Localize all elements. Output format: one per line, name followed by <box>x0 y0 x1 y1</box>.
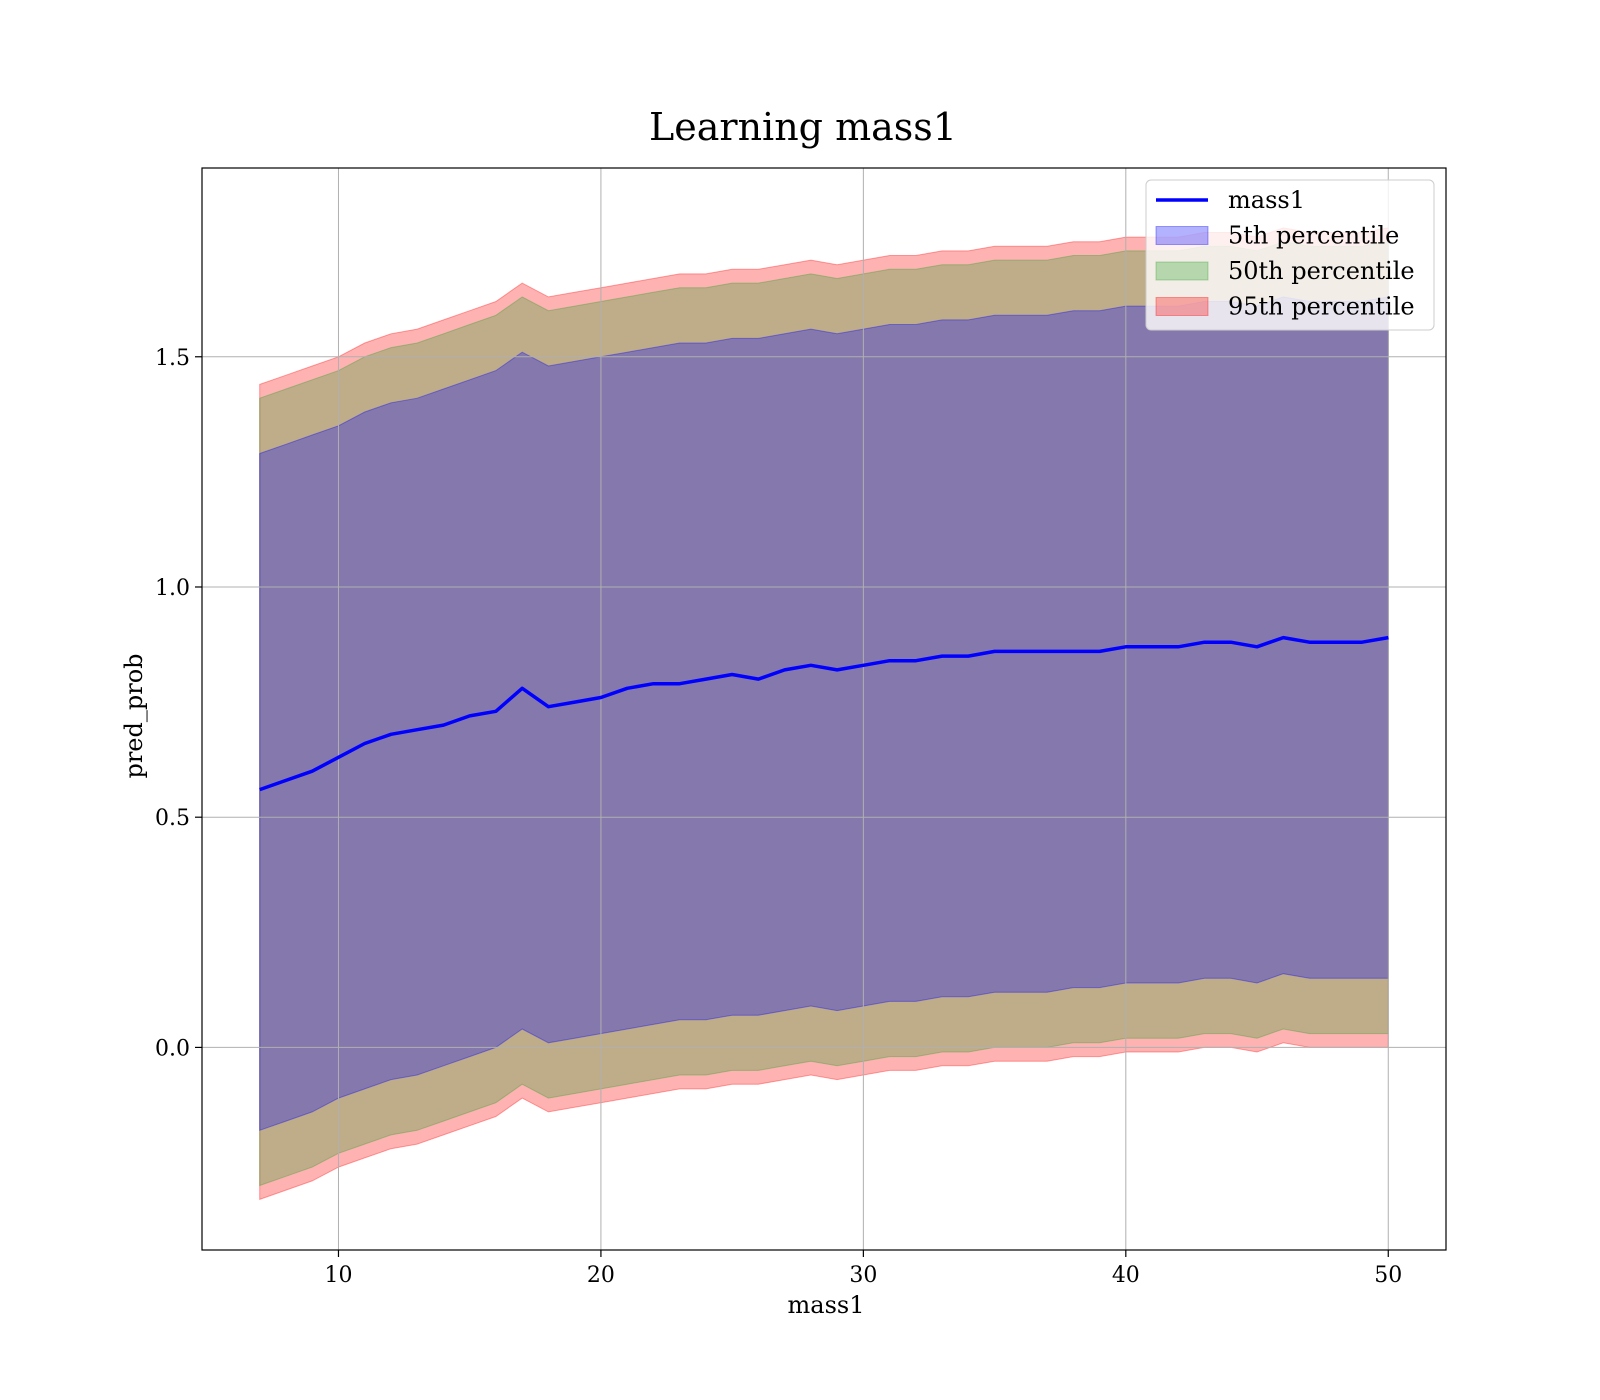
grid-lines <box>202 168 1446 1250</box>
x-axis-ticks: 10 20 30 40 50 <box>324 1250 1402 1288</box>
y-axis-label: pred_prob <box>120 653 148 778</box>
percentile-bands <box>259 227 1389 1201</box>
y-tick-label: 0.0 <box>155 1036 190 1061</box>
y-tick-label: 0.5 <box>155 806 190 831</box>
chart-title: Learning mass1 <box>649 105 957 149</box>
legend-swatch-50th-percentile <box>1155 261 1209 281</box>
x-tick-label: 50 <box>1374 1263 1402 1288</box>
y-tick-label: 1.5 <box>155 346 190 371</box>
legend-swatch-95th-percentile <box>1155 297 1209 316</box>
x-tick-label: 10 <box>324 1263 352 1288</box>
mass1-line-layer <box>259 635 1389 792</box>
legend-label-mass1: mass1 <box>1228 186 1305 214</box>
y-tick-label: 1.0 <box>155 576 190 601</box>
plot-area-frame <box>201 167 1447 1251</box>
x-tick-label: 20 <box>587 1263 615 1288</box>
legend: mass1 5th percentile 50th percentile 95th p… <box>1145 179 1435 331</box>
legend-label-95th-percentile: 95th percentile <box>1228 293 1415 321</box>
x-tick-label: 30 <box>849 1263 877 1288</box>
x-tick-label: 40 <box>1112 1263 1140 1288</box>
y-axis-ticks: 0.0 0.5 1.0 1.5 <box>155 346 202 1061</box>
x-axis-label: mass1 <box>788 1291 865 1319</box>
legend-label-5th-percentile: 5th percentile <box>1228 222 1399 250</box>
legend-label-50th-percentile: 50th percentile <box>1228 257 1415 285</box>
legend-swatch-5th-percentile <box>1155 226 1209 245</box>
legend-box <box>1145 179 1435 331</box>
line-mass1 <box>259 635 1389 792</box>
